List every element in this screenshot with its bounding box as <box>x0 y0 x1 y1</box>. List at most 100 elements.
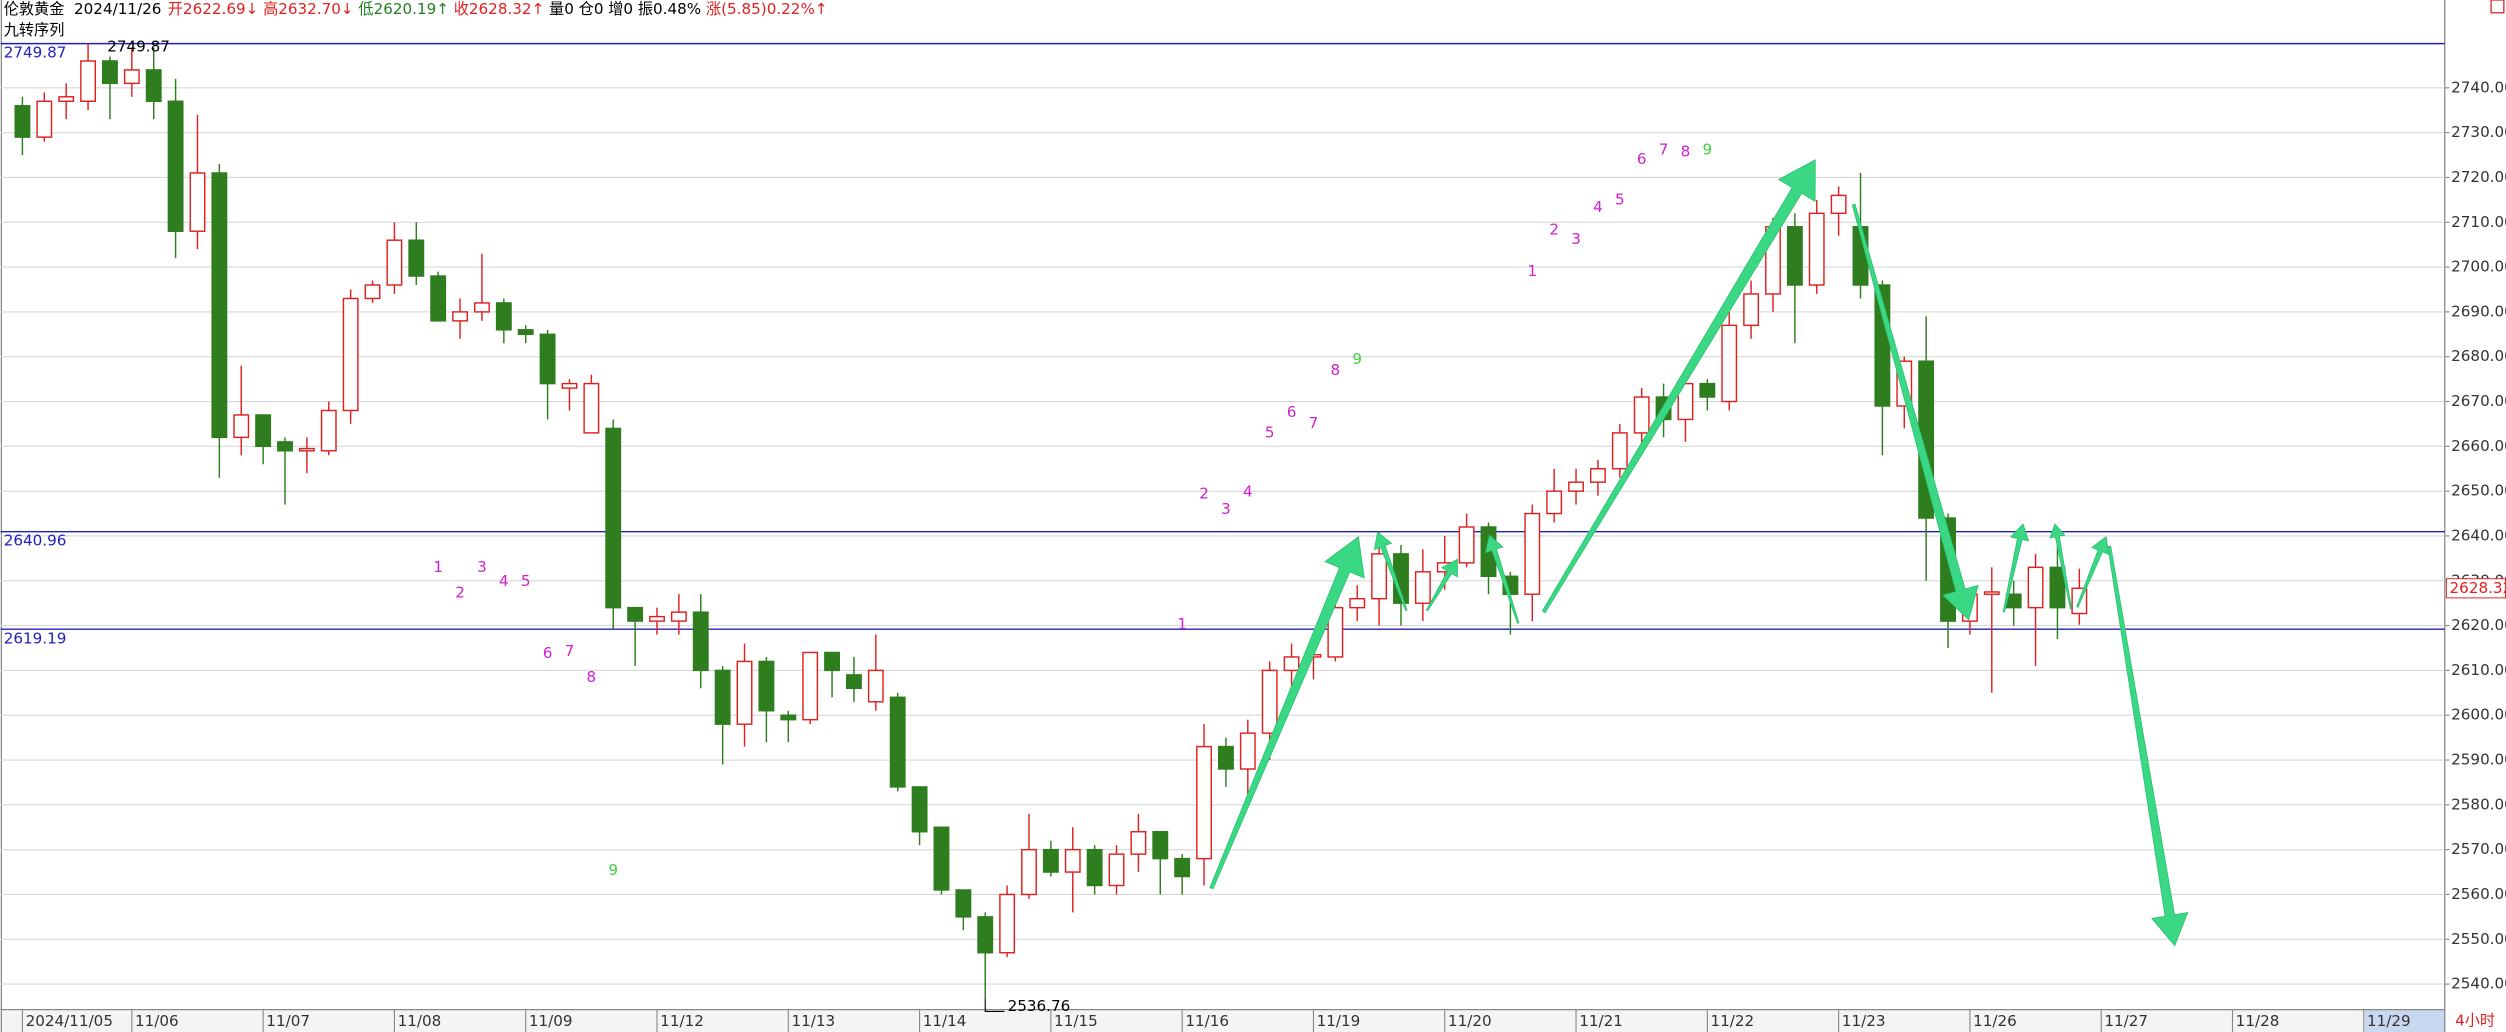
candle-body <box>1611 432 1628 470</box>
candle-body <box>1589 468 1606 483</box>
date: 2024/11/26 <box>74 0 161 18</box>
x-axis-strip <box>0 1009 2445 1032</box>
candle-body <box>1239 732 1256 770</box>
x-tick-label: 11/13 <box>791 1012 835 1030</box>
candle-body <box>627 606 644 622</box>
sequence-label: 2 <box>455 583 465 601</box>
candle-body <box>911 786 928 833</box>
candle-body <box>1064 848 1081 873</box>
candle-body <box>539 333 556 385</box>
candle-body <box>1414 571 1431 604</box>
sequence-label: 4 <box>1593 198 1603 216</box>
y-tick-label: 2660.00 <box>2451 437 2506 455</box>
y-tick-label: 2600.00 <box>2451 706 2506 724</box>
sequence-label: 1 <box>1527 262 1537 280</box>
candle-body <box>123 69 140 85</box>
candle-body <box>1743 293 1760 327</box>
candle-body <box>1808 212 1825 286</box>
candle-body <box>102 60 118 85</box>
y-tick-label: 2710.00 <box>2451 213 2506 231</box>
quote-field: 振0.48% <box>638 0 701 18</box>
candle-body <box>1327 606 1344 658</box>
quote-field: 量0 <box>549 0 574 18</box>
y-tick-label: 2590.00 <box>2451 751 2506 769</box>
y-tick-label: 2610.00 <box>2451 661 2506 679</box>
trend-arrow <box>2049 523 2072 610</box>
max-label: 2749.87 <box>107 37 170 55</box>
candle-body <box>80 60 97 102</box>
x-tick-label: 11/20 <box>1448 1012 1492 1030</box>
candle-body <box>824 651 840 672</box>
candle-body <box>583 382 600 434</box>
sequence-label: 3 <box>477 558 487 576</box>
x-tick-label: 11/22 <box>1711 1012 1755 1030</box>
x-tick-label: 11/09 <box>529 1012 573 1030</box>
candle-body <box>692 611 709 672</box>
candle-body <box>999 893 1016 954</box>
sequence-label: 5 <box>1615 190 1625 208</box>
candle-body <box>714 669 731 725</box>
x-tick-label: 11/21 <box>1579 1012 1623 1030</box>
candle-body <box>36 100 53 138</box>
sequence-label: 3 <box>1571 230 1581 248</box>
y-tick-label: 2580.00 <box>2451 795 2506 813</box>
candle-body <box>1152 831 1169 860</box>
candle-body <box>670 611 687 622</box>
sequence-label: 6 <box>1637 150 1647 168</box>
candle-body <box>1633 396 1650 434</box>
quote-field: 收2628.32↑ <box>454 0 545 18</box>
sequence-label: 6 <box>543 644 553 662</box>
candle-body <box>1371 553 1388 600</box>
x-tick-label: 11/06 <box>135 1012 179 1030</box>
level-label: 2749.87 <box>4 44 67 62</box>
y-tick-label: 2690.00 <box>2451 302 2506 320</box>
trend-arrow <box>1425 558 1458 612</box>
candle-body <box>364 284 381 300</box>
candle-body <box>1021 848 1037 896</box>
candle-body <box>736 660 753 725</box>
sequence-label: 1 <box>433 558 443 576</box>
candle-body <box>255 414 272 448</box>
level-label: 2640.96 <box>4 532 67 550</box>
candle-body <box>977 916 994 954</box>
quote-field: 开2622.69↓ <box>168 0 259 18</box>
x-tick-label: 11/29 <box>2367 1012 2411 1030</box>
y-tick-label: 2740.00 <box>2451 78 2506 96</box>
quote-field: 低2620.19↑ <box>358 0 449 18</box>
sequence-label: 5 <box>1265 423 1275 441</box>
x-tick-label: 11/07 <box>266 1012 310 1030</box>
sequence-label: 4 <box>1243 483 1253 501</box>
candle-body <box>1349 597 1366 609</box>
period-label: 4小时 <box>2455 1011 2495 1029</box>
candle-body <box>1196 745 1212 860</box>
trend-arrow <box>2107 545 2189 947</box>
candle-body <box>649 615 665 622</box>
trend-arrow <box>1209 536 1365 890</box>
candle-body <box>1721 324 1738 403</box>
sequence-label: 9 <box>608 861 618 879</box>
candle-body <box>320 409 337 452</box>
trend-arrow <box>1485 534 1520 624</box>
header: 伦敦黄金 2024/11/26 九转序列 开2622.69↓ 高2632.70↓ 低… <box>4 0 828 39</box>
y-tick-label: 2540.00 <box>2451 975 2506 993</box>
candle-body <box>430 275 447 322</box>
grid <box>0 87 2450 1032</box>
arrows <box>1209 159 2189 947</box>
y-tick-label: 2700.00 <box>2451 258 2506 276</box>
candle-body <box>1283 656 1300 672</box>
candle-body <box>211 172 228 439</box>
trend-arrow <box>1373 531 1408 612</box>
candle-body <box>867 669 884 703</box>
candle-body <box>758 660 775 712</box>
y-tick-label: 2730.00 <box>2451 123 2506 141</box>
candle-body <box>145 69 162 102</box>
trend-arrow <box>1541 159 1816 614</box>
candle-body <box>1524 512 1541 595</box>
candle-body <box>167 100 184 232</box>
x-tick-label: 11/19 <box>1317 1012 1361 1030</box>
candle-body <box>1830 194 1847 215</box>
candle-body <box>1568 481 1584 492</box>
y-tick-label: 2720.00 <box>2451 168 2506 186</box>
y-tick-label: 2640.00 <box>2451 526 2506 544</box>
